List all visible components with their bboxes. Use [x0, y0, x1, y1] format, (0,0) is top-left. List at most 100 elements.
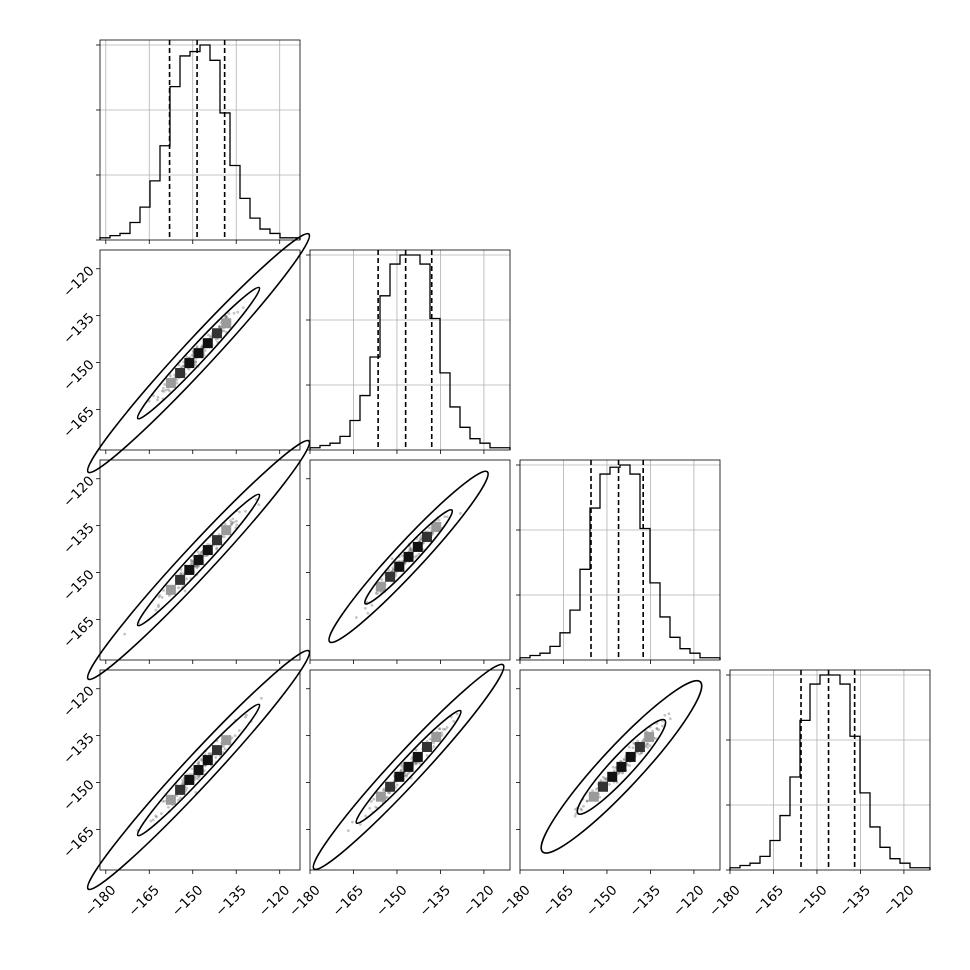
sample-point — [123, 632, 127, 636]
density-cell — [644, 732, 655, 743]
sample-point — [207, 752, 211, 755]
sample-point — [190, 561, 194, 564]
sample-point — [382, 787, 386, 791]
density-cell — [202, 338, 213, 349]
sample-point — [164, 388, 168, 392]
sample-point — [237, 729, 241, 732]
density-cell — [211, 328, 222, 339]
contour-level-1 — [86, 649, 311, 891]
hist-panel-1 — [96, 39, 301, 244]
sample-point — [179, 571, 183, 575]
sample-point — [194, 360, 198, 364]
x-tick-label: −120 — [460, 882, 498, 920]
y-tick-label: −165 — [60, 404, 98, 442]
sample-point — [215, 547, 219, 551]
sample-point — [215, 546, 219, 550]
density-cell — [375, 581, 386, 592]
sample-point — [370, 603, 374, 607]
sample-point — [591, 789, 594, 793]
sample-point — [632, 741, 636, 745]
density-cell — [394, 561, 405, 572]
density-cell — [193, 348, 204, 359]
sample-point — [414, 762, 417, 765]
sample-point — [639, 751, 643, 755]
sample-point — [400, 554, 404, 558]
sample-point — [181, 781, 185, 785]
histogram-step — [309, 254, 511, 450]
panel-frame — [99, 669, 301, 871]
sample-point — [419, 536, 422, 540]
x-tick-label: −135 — [837, 882, 875, 920]
sample-point — [197, 775, 201, 778]
sample-point — [181, 780, 185, 784]
x-tick-label: −150 — [373, 882, 411, 920]
density-cell — [421, 741, 432, 752]
hist-panel-3 — [516, 459, 721, 664]
sample-point — [418, 538, 422, 542]
sample-point — [235, 523, 239, 527]
sample-point — [380, 578, 383, 581]
sample-point — [187, 367, 191, 371]
sample-point — [395, 783, 399, 787]
sample-point — [580, 808, 584, 812]
sample-point — [374, 805, 378, 809]
x-tick-label: −135 — [627, 882, 665, 920]
x-tick-label: −165 — [540, 882, 578, 920]
sample-point — [374, 591, 378, 595]
panel-frame — [99, 459, 301, 661]
y-tick-label: −150 — [60, 777, 98, 815]
sample-point — [222, 744, 225, 748]
x-tick-label: −150 — [793, 882, 831, 920]
sample-point — [399, 769, 403, 773]
sample-point — [407, 549, 411, 553]
sample-point — [241, 306, 245, 310]
sample-point — [167, 805, 170, 809]
sample-point — [156, 395, 160, 399]
panel-frame — [99, 39, 301, 241]
density-cell — [175, 784, 186, 795]
pair-panel-2-4 — [306, 663, 511, 874]
sample-point — [604, 777, 608, 781]
sample-point — [585, 799, 589, 803]
sample-point — [351, 820, 354, 824]
density-cell — [211, 745, 222, 756]
sample-point — [401, 762, 404, 766]
sample-point — [197, 760, 201, 764]
sample-point — [346, 829, 350, 833]
sample-point — [238, 510, 241, 514]
sample-point — [661, 724, 664, 728]
sample-point — [414, 748, 418, 752]
sample-point — [197, 774, 200, 778]
sample-point — [413, 555, 417, 559]
sample-point — [195, 566, 199, 570]
sample-point — [166, 388, 170, 391]
density-cell — [412, 751, 423, 762]
sample-point — [595, 787, 598, 791]
contour-level-1 — [540, 679, 703, 854]
contour-level-2 — [136, 286, 261, 420]
sample-point — [260, 696, 263, 700]
contour-level-1 — [86, 439, 311, 681]
x-tick-label: −165 — [750, 882, 788, 920]
density-blocks — [375, 522, 442, 592]
sample-point — [160, 812, 163, 815]
density-cell — [375, 791, 386, 802]
sample-point — [645, 742, 649, 746]
sample-point — [646, 742, 650, 746]
density-cell — [625, 751, 636, 762]
sample-point — [180, 365, 184, 369]
density-cell — [165, 794, 176, 805]
y-tick-label: −120 — [60, 683, 98, 721]
sample-point — [190, 353, 194, 357]
sample-point — [169, 374, 172, 378]
sample-point — [415, 554, 419, 558]
sample-point — [175, 381, 179, 385]
sample-point — [617, 772, 620, 776]
density-cell — [184, 358, 195, 369]
sample-point — [197, 564, 201, 568]
panel-frame — [729, 669, 931, 871]
sample-point — [224, 314, 228, 318]
contour-level-2 — [363, 509, 454, 605]
x-tick-label: −180 — [496, 882, 534, 920]
x-tick-label: −165 — [330, 882, 368, 920]
